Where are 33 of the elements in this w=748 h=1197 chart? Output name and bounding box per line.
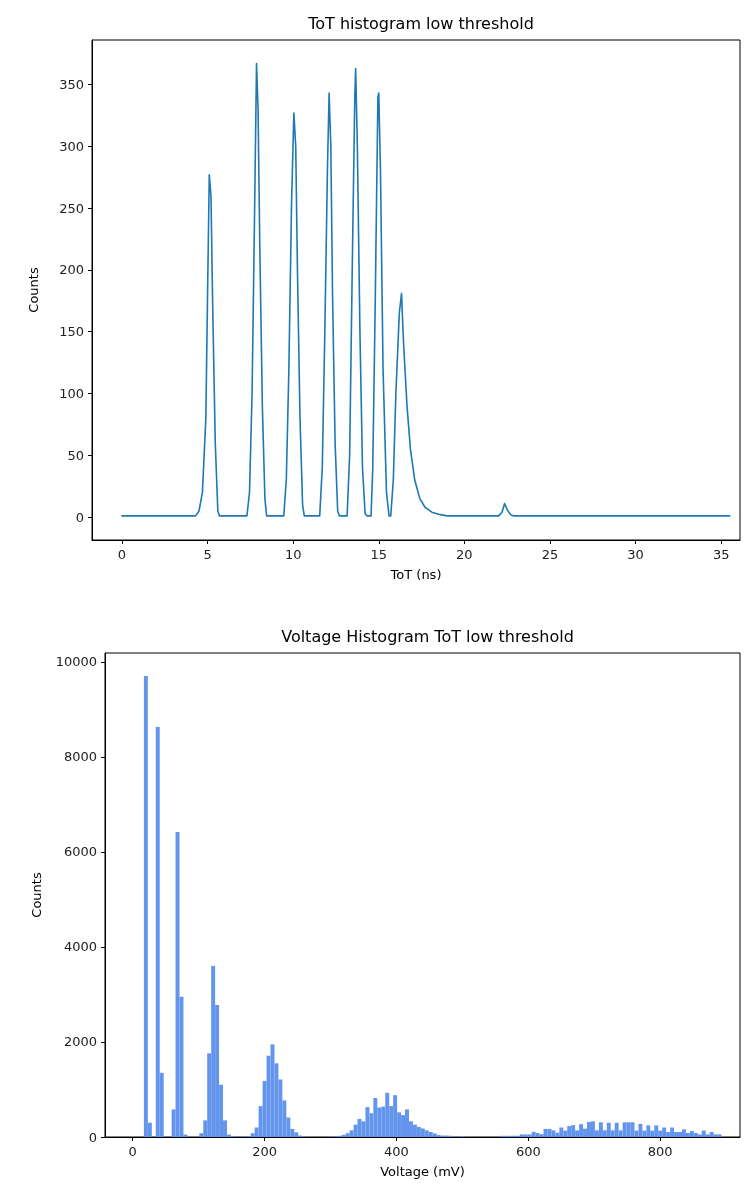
x-tick-label: 0 (128, 1144, 137, 1159)
x-tick-label: 20 (456, 547, 473, 562)
y-tick-label: 6000 (63, 844, 97, 860)
y-axis-title: Counts (26, 267, 41, 313)
y-tick-label: 0 (88, 1129, 97, 1145)
y-tick-label: 4000 (63, 939, 97, 955)
x-tick-label: 10 (284, 547, 302, 562)
x-axis-title: Voltage (mV) (380, 1164, 465, 1179)
y-tick-label: 50 (67, 447, 84, 463)
x-tick-label: 0 (117, 547, 127, 562)
y-tick-label: 350 (59, 77, 84, 92)
x-tick-label: 15 (370, 547, 388, 562)
y-tick-label: 200 (59, 262, 84, 278)
y-tick-label: 100 (59, 386, 84, 402)
y-tick-label: 300 (59, 138, 84, 154)
x-tick-label: 800 (647, 1144, 673, 1159)
chart-title: ToT histogram low threshold (307, 13, 534, 33)
x-tick-label: 200 (252, 1144, 277, 1159)
y-tick-label: 0 (75, 509, 84, 525)
y-tick-label: 8000 (63, 749, 97, 765)
chart-title: Voltage Histogram ToT low threshold (281, 626, 574, 646)
y-tick-label: 10000 (55, 654, 97, 670)
x-tick-label: 400 (384, 1144, 409, 1159)
x-tick-label: 35 (712, 547, 730, 562)
x-tick-label: 30 (627, 547, 644, 562)
y-tick-label: 250 (59, 200, 84, 216)
y-axis-title: Counts (29, 872, 44, 918)
y-tick-label: 150 (59, 324, 84, 340)
x-axis-title: ToT (ns) (389, 567, 442, 582)
y-tick-label: 2000 (63, 1034, 97, 1050)
x-tick-label: 600 (515, 1144, 541, 1159)
x-tick-label: 5 (203, 547, 212, 562)
x-tick-label: 25 (541, 547, 559, 562)
